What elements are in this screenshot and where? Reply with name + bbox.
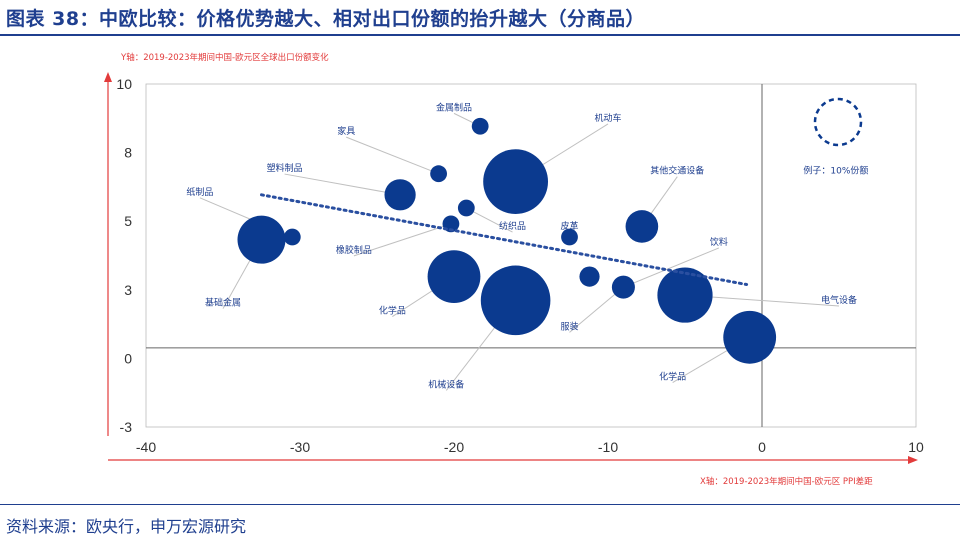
leader-line [466, 207, 513, 233]
leader-line [346, 136, 439, 175]
bubble-point [237, 215, 286, 264]
bubble-point [561, 228, 578, 246]
y-axis-arrowhead [104, 72, 112, 82]
bubble-point [283, 228, 301, 246]
annotation-label: 电气设备 [821, 294, 857, 306]
bubble-point [427, 250, 481, 304]
x-axis-label: X轴：2019-2023年期间中国-欧元区 PPI差距 [700, 476, 873, 487]
page-title: 图表 38：中欧比较：价格优势越大、相对出口份额的抬升越大（分商品） [6, 8, 646, 30]
annotation-label: 基础金属 [205, 297, 241, 309]
x-tick-label: -10 [598, 439, 618, 455]
bubble-point [723, 310, 777, 364]
annotation-label: 例子：10%份额 [803, 165, 868, 177]
y-tick-label: -3 [120, 419, 133, 435]
bubble-point [384, 179, 416, 211]
annotation-label: 金属制品 [436, 101, 472, 113]
trendline-layer [260, 193, 749, 287]
y-axis-label: Y轴：2019-2023年期间中国-欧元区全球出口份额变化 [120, 52, 329, 63]
axes-layer: Y轴：2019-2023年期间中国-欧元区全球出口份额变化 X轴：2019-202… [104, 52, 918, 487]
annotation-label: 纸制品 [186, 186, 213, 198]
annotation-label: 机动车 [594, 112, 621, 124]
annotation-label: 塑料制品 [267, 162, 303, 174]
leader-line [284, 173, 401, 196]
bubble-point [471, 117, 489, 135]
bubble-point [483, 149, 548, 215]
x-tick-label: -20 [444, 439, 464, 455]
annotation-label: 皮革 [560, 220, 578, 232]
x-tick-label: -30 [290, 439, 310, 455]
bubbles-layer [237, 97, 863, 364]
y-tick-label: 0 [124, 350, 132, 366]
annotation-label: 其他交通设备 [650, 165, 704, 177]
source-note: 资料来源：欧央行，申万宏源研究 [6, 517, 247, 536]
bubble-point [430, 165, 447, 183]
annotation-label: 化学品 [659, 371, 686, 383]
bubble-point [457, 199, 475, 217]
bubble-point [611, 275, 635, 299]
annotation-label: 橡胶制品 [336, 244, 372, 256]
annotation-label: 服装 [560, 320, 578, 332]
trend-line [260, 193, 749, 287]
x-tick-label: -40 [136, 439, 156, 455]
bubble-point [480, 265, 551, 336]
footer-divider [0, 504, 960, 505]
annotation-label: 机械设备 [428, 378, 464, 390]
annotation-label: 家具 [337, 125, 355, 137]
bubble-point [657, 267, 713, 323]
leader-line [569, 286, 624, 333]
y-tick-label: 8 [124, 145, 132, 161]
x-tick-label: 0 [758, 439, 766, 455]
x-tick-label: 10 [908, 439, 924, 455]
annotation-label: 化学品 [379, 305, 406, 317]
tick-labels-layer: -40 -30 -20 -10 0 10 10 8 5 3 0 -3 [116, 76, 924, 455]
y-tick-label: 10 [116, 76, 132, 92]
annotation-label: 饮料 [710, 236, 728, 248]
y-tick-label: 3 [124, 282, 132, 298]
bubble-point [579, 266, 600, 287]
bubble-point [625, 210, 659, 243]
x-axis-arrowhead [908, 456, 918, 464]
leader-line [353, 223, 452, 257]
annotation-label: 纺织品 [499, 220, 526, 232]
plot-frame [145, 83, 917, 428]
bubble-chart: Y轴：2019-2023年期间中国-欧元区全球出口份额变化 X轴：2019-202… [104, 52, 924, 487]
y-tick-label: 5 [124, 213, 132, 229]
leader-line [623, 247, 720, 288]
legend-example-circle [813, 97, 863, 147]
title-divider [0, 34, 960, 36]
